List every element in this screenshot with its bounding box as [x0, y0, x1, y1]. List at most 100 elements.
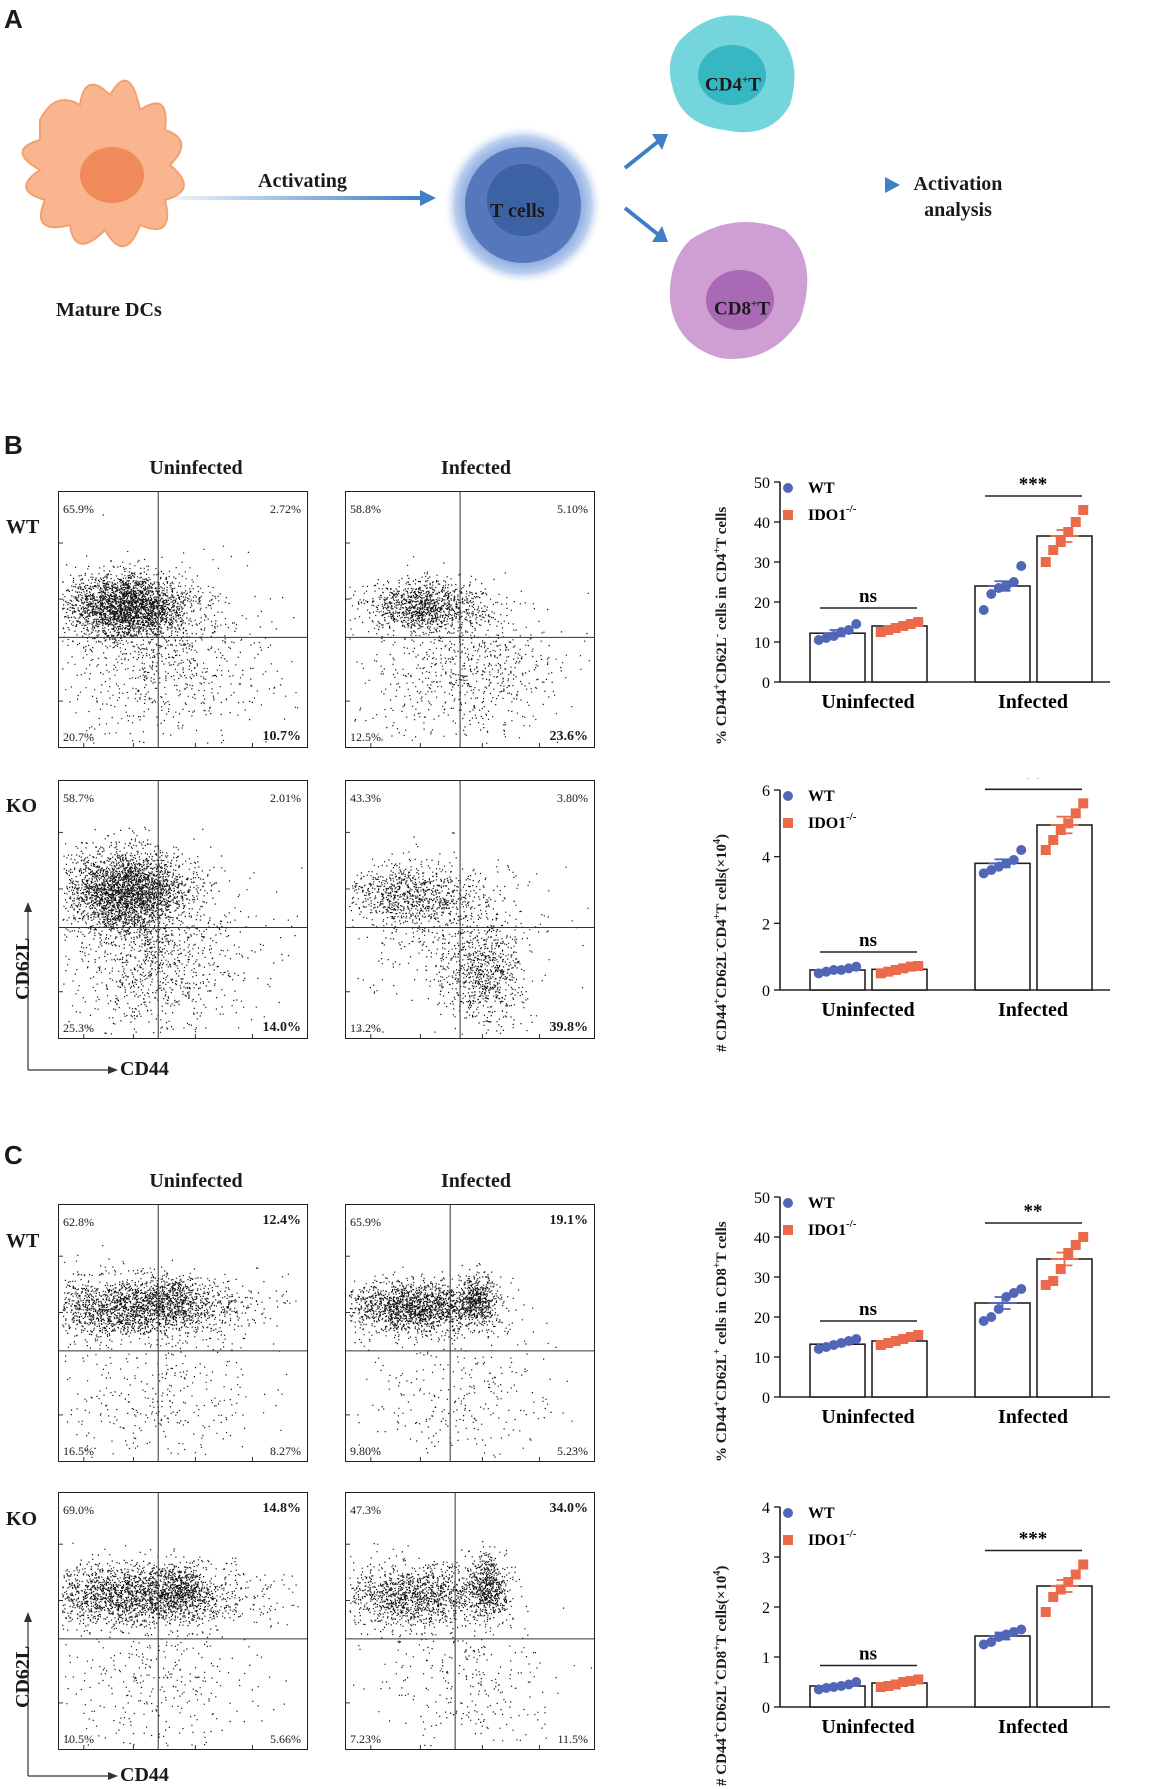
data-point-wt	[851, 619, 862, 629]
significance-label: **	[1024, 1201, 1043, 1222]
data-point-wt	[836, 965, 847, 975]
y-tick-label: 50	[754, 1190, 770, 1207]
data-point-ko	[898, 621, 909, 631]
quadrant-tr: 14.8%	[262, 1501, 302, 1516]
data-point-wt	[986, 1637, 997, 1647]
data-point-wt	[993, 861, 1004, 872]
significance-label: **	[1024, 778, 1043, 788]
quadrant-br: 8.27%	[270, 1444, 301, 1458]
legend-ko-sup: -/-	[846, 1528, 857, 1540]
quadrant-bl: 10.5%	[63, 1732, 94, 1746]
data-point-ko	[913, 1674, 924, 1685]
data-point-ko	[1040, 1607, 1051, 1617]
quadrant-tl: 43.3%	[350, 791, 381, 805]
y-tick-label: 2	[762, 1600, 770, 1617]
significance-label: ***	[1019, 474, 1048, 495]
cd8-label: CD8+T	[714, 298, 770, 320]
y-tick-label: 20	[754, 595, 770, 612]
data-point-wt	[828, 965, 839, 975]
data-point-wt	[978, 605, 989, 615]
quadrant-tr: 3.80%	[557, 791, 588, 805]
chart3-ylabel: # CD44+CD62L+CD8+T cells(×104)	[712, 1565, 730, 1786]
data-point-ko	[1063, 1577, 1074, 1587]
facs-events	[349, 1541, 592, 1747]
bar-ko	[871, 1340, 928, 1398]
data-point-wt	[1016, 561, 1027, 571]
quadrant-bl: 25.3%	[63, 1021, 94, 1035]
data-point-wt	[1008, 1288, 1019, 1298]
c-y-axis-label: CD62L	[12, 1645, 34, 1708]
data-point-wt	[1008, 577, 1019, 587]
quadrant-br: 5.66%	[270, 1732, 301, 1746]
data-point-wt	[986, 865, 997, 875]
c-axis-arrows	[24, 1612, 118, 1780]
data-point-wt	[836, 1681, 847, 1691]
quadrant-bl: 12.5%	[350, 730, 381, 744]
data-point-wt	[843, 1336, 854, 1346]
bar-chart-cd8-count: 0 1 2 3 4 ns Uninfected *** Infected WT IDO1 -/-	[762, 1500, 1110, 1738]
quadrant-tl: 65.9%	[63, 502, 94, 516]
data-point-ko	[898, 1677, 909, 1687]
data-point-ko	[913, 961, 924, 971]
legend-ko-marker	[783, 818, 793, 828]
data-point-ko	[905, 1332, 916, 1342]
data-point-ko	[890, 623, 901, 633]
legend-ko-marker	[783, 510, 793, 520]
data-point-ko	[1048, 1592, 1059, 1602]
quadrant-br: 5.23%	[557, 1444, 588, 1458]
data-point-ko	[1070, 1569, 1081, 1580]
facs-events	[349, 556, 590, 744]
data-point-ko	[1055, 1584, 1066, 1595]
facs-plot-c-wt-uninfected: 62.8% 12.4% 16.5% 8.27%	[58, 1204, 308, 1462]
data-point-ko	[1055, 825, 1066, 835]
data-point-wt	[1001, 581, 1012, 591]
data-point-wt	[851, 961, 862, 972]
bar-wt	[974, 1302, 1031, 1398]
facs-scatter	[59, 492, 307, 747]
data-point-wt	[1001, 858, 1012, 869]
category-label: Infected	[998, 1716, 1068, 1738]
quadrant-bl: 13.2%	[350, 1021, 381, 1035]
data-point-ko	[898, 963, 909, 974]
data-point-ko	[1048, 835, 1059, 845]
facs-plot-b-ko-infected: 43.3% 3.80% 13.2% 39.8%	[345, 780, 595, 1039]
data-point-ko	[875, 1682, 886, 1692]
bar-ko	[1036, 1258, 1093, 1398]
facs-plot-b-wt-infected: 58.8% 5.10% 12.5% 23.6%	[345, 491, 595, 748]
data-point-ko	[1040, 557, 1051, 567]
legend-wt-label: WT	[808, 480, 835, 497]
data-point-ko	[1070, 808, 1081, 819]
b-y-axis-label: CD62L	[12, 937, 34, 1000]
b-row-ko: KO	[6, 795, 38, 817]
panel-a-schematic	[21, 15, 900, 359]
legend-ko-sup: -/-	[846, 1218, 857, 1230]
quadrant-tl: 65.9%	[350, 1215, 381, 1229]
b-col-uninfected: Uninfected	[149, 457, 243, 479]
data-point-wt	[843, 625, 854, 635]
data-point-wt	[821, 633, 832, 643]
branch-arrow-up	[623, 138, 662, 170]
data-point-ko	[1040, 1280, 1051, 1290]
quadrant-br: 14.0%	[262, 1020, 302, 1035]
quadrant-tr: 12.4%	[262, 1213, 302, 1228]
data-point-ko	[890, 1336, 901, 1346]
data-point-wt	[813, 968, 824, 979]
quadrant-tl: 69.0%	[63, 1503, 94, 1517]
panel-c-letter: C	[4, 1140, 23, 1170]
activation-analysis-label: Activation analysis	[913, 173, 1003, 221]
y-tick-label: 10	[754, 635, 770, 652]
data-point-wt	[1016, 845, 1027, 855]
legend-wt-marker	[783, 1198, 793, 1208]
data-point-ko	[890, 965, 901, 975]
data-point-wt	[851, 1677, 862, 1687]
facs-scatter	[346, 1205, 594, 1461]
y-tick-label: 20	[754, 1310, 770, 1327]
data-point-ko	[1070, 517, 1081, 527]
data-point-wt	[986, 1312, 997, 1322]
quadrant-tl: 58.8%	[350, 502, 381, 516]
c-col-uninfected: Uninfected	[149, 1170, 243, 1192]
data-point-wt	[986, 589, 997, 599]
legend-wt-label: WT	[808, 788, 835, 805]
activating-arrow	[175, 196, 420, 200]
significance-label: ***	[1019, 1529, 1048, 1550]
